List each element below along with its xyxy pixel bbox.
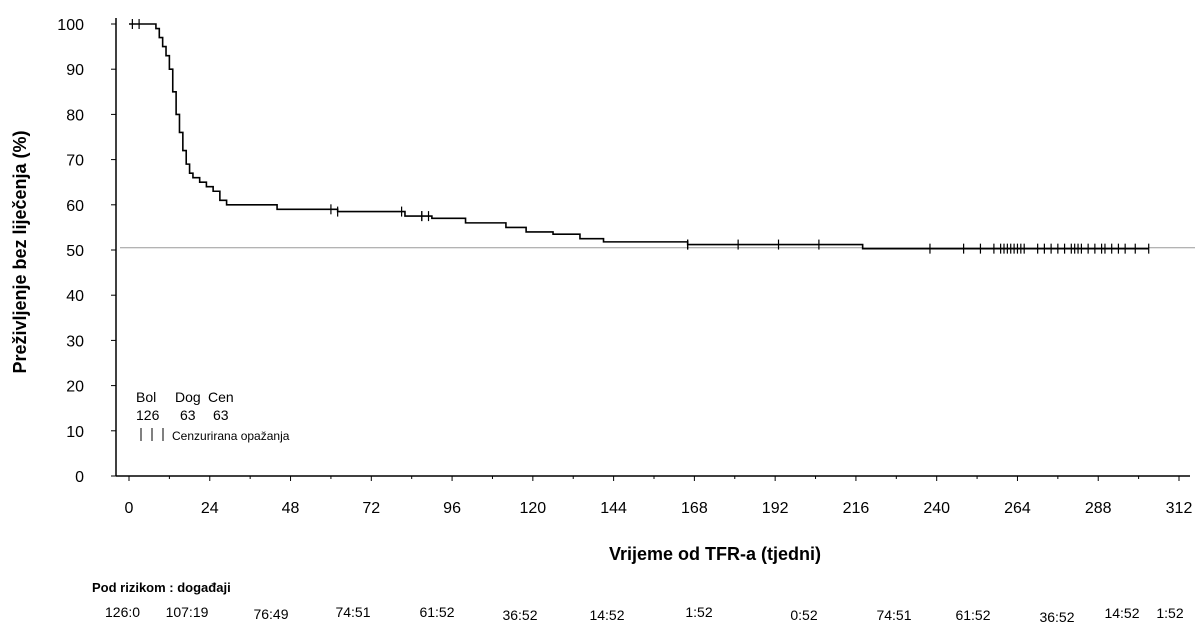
at-risk-value: 1:52 (685, 604, 712, 620)
x-tick-label: 216 (843, 500, 870, 517)
survival-curve-group (129, 23, 1149, 250)
legend-header-dog: Dog (175, 389, 201, 405)
at-risk-row: 126:0 107:19 76:49 74:51 61:52 36:52 14:52 1:52… (105, 604, 1184, 625)
legend-header-cen: Cen (208, 389, 234, 405)
y-tick-label: 0 (75, 469, 84, 486)
x-tick-label: 72 (362, 500, 380, 517)
x-tick-label: 192 (762, 500, 789, 517)
y-tick-label: 80 (66, 107, 84, 124)
at-risk-value: 36:52 (502, 607, 537, 623)
y-tick-label: 10 (66, 424, 84, 441)
y-axis-title: Preživljenje bez liječenja (%) (10, 130, 30, 373)
y-axis-ticks: 0 10 20 30 40 50 60 70 80 90 100 (57, 17, 116, 486)
at-risk-heading: Pod rizikom : događaji (92, 580, 231, 595)
y-tick-label: 100 (57, 17, 84, 34)
at-risk-value: 61:52 (955, 607, 990, 623)
y-tick-label: 90 (66, 62, 84, 79)
at-risk-value: 14:52 (589, 607, 624, 623)
y-tick-label: 30 (66, 333, 84, 350)
legend-block: Bol Dog Cen 126 63 63 Cenzurirana opažan… (136, 389, 290, 443)
y-tick-label: 50 (66, 243, 84, 260)
x-tick-label: 24 (201, 500, 219, 517)
legend-header-bol: Bol (136, 389, 156, 405)
legend-value-bol: 126 (136, 407, 160, 423)
y-tick-label: 40 (66, 288, 84, 305)
x-tick-label: 312 (1166, 500, 1193, 517)
legend-value-dog: 63 (180, 407, 196, 423)
at-risk-value: 61:52 (419, 604, 454, 620)
at-risk-value: 107:19 (166, 604, 209, 620)
x-axis-title: Vrijeme od TFR-a (tjedni) (609, 544, 821, 564)
at-risk-value: 74:51 (335, 604, 370, 620)
at-risk-value: 0:52 (790, 607, 817, 623)
legend-value-cen: 63 (213, 407, 229, 423)
at-risk-value: 74:51 (876, 607, 911, 623)
at-risk-value: 126:0 (105, 604, 140, 620)
x-tick-label: 168 (681, 500, 708, 517)
survival-curve-line (129, 23, 1149, 250)
y-tick-label: 70 (66, 153, 84, 170)
at-risk-value: 1:52 (1156, 605, 1183, 621)
x-tick-label: 96 (443, 500, 461, 517)
x-tick-label: 288 (1085, 500, 1112, 517)
at-risk-value: 36:52 (1039, 609, 1074, 625)
x-tick-label: 264 (1004, 500, 1031, 517)
y-tick-label: 20 (66, 379, 84, 396)
at-risk-value: 76:49 (253, 606, 288, 622)
x-tick-label: 144 (600, 500, 627, 517)
at-risk-value: 14:52 (1104, 605, 1139, 621)
x-axis-ticks: 0 24 48 72 96 120 144 168 192 216 240 264 288 312 (125, 476, 1193, 517)
censor-marks-group (131, 19, 1150, 254)
x-tick-label: 0 (125, 500, 134, 517)
legend-censor-note: Cenzurirana opažanja (172, 429, 290, 443)
x-tick-label: 48 (282, 500, 300, 517)
x-tick-label: 120 (519, 500, 546, 517)
x-tick-label: 240 (923, 500, 950, 517)
y-tick-label: 60 (66, 198, 84, 215)
